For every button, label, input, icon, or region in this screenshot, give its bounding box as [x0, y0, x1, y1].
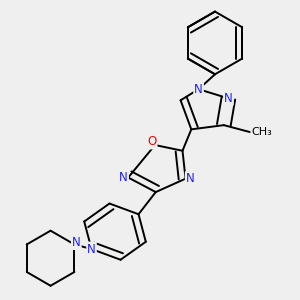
Text: N: N [119, 171, 128, 184]
Text: N: N [72, 236, 81, 249]
Text: CH₃: CH₃ [252, 127, 272, 137]
Text: N: N [224, 92, 233, 105]
Text: O: O [147, 136, 157, 148]
Text: N: N [186, 172, 194, 185]
Text: N: N [87, 242, 96, 256]
Text: N: N [194, 83, 203, 96]
